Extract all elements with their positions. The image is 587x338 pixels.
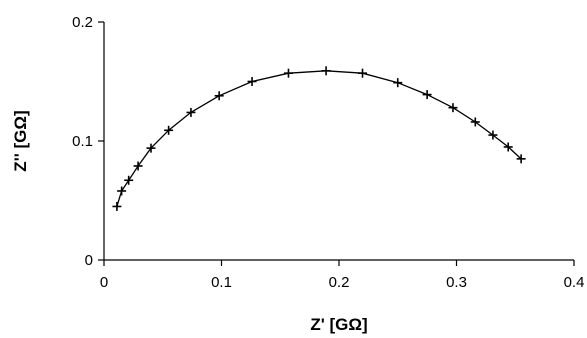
data-point — [214, 91, 224, 101]
y-axis-title: Z'' [GΩ] — [11, 110, 30, 171]
data-point — [164, 125, 174, 135]
data-point — [448, 103, 458, 113]
y-tick-label: 0.1 — [72, 133, 93, 150]
data-point — [117, 186, 127, 196]
x-tick-label: 0.1 — [211, 274, 232, 291]
x-tick-label: 0 — [100, 274, 108, 291]
data-point — [321, 66, 331, 76]
data-point — [146, 143, 156, 153]
x-tick-label: 0.4 — [564, 274, 585, 291]
data-point — [247, 77, 257, 86]
y-tick-label: 0 — [85, 252, 93, 269]
data-point — [186, 107, 196, 117]
x-tick-label: 0.3 — [446, 274, 467, 291]
x-tick-label: 0.2 — [329, 274, 350, 291]
data-point — [133, 161, 143, 171]
data-point — [470, 117, 480, 127]
y-ticks: 0 0.1 0.2 — [72, 14, 104, 269]
data-point — [503, 142, 513, 152]
series — [112, 66, 526, 211]
series-line — [116, 70, 522, 207]
data-point — [124, 175, 134, 185]
x-ticks: 0 0.1 0.2 0.3 0.4 — [100, 260, 585, 291]
data-point — [488, 130, 498, 140]
data-point — [516, 154, 526, 164]
axes — [103, 22, 574, 261]
data-point — [112, 201, 122, 211]
x-axis-title: Z' [GΩ] — [310, 315, 367, 334]
data-point — [393, 78, 403, 88]
data-point — [283, 68, 293, 78]
data-point — [422, 90, 432, 100]
data-point — [358, 68, 367, 78]
y-tick-label: 0.2 — [72, 14, 93, 31]
